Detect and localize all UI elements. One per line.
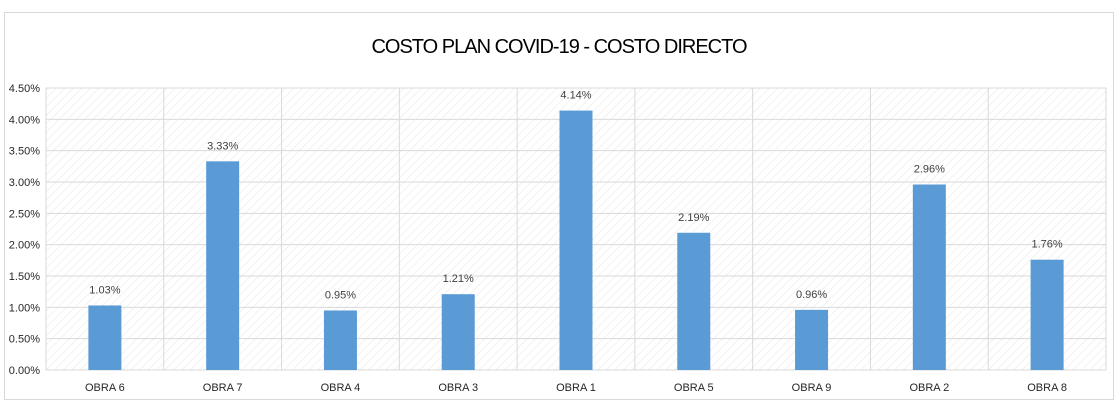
data-label: 1.76% [1032,239,1063,251]
data-labels: 1.03% 3.33% 0.95% 1.21% 4.14% 2.19% 0.96% 2.96%… [89,90,1063,302]
data-label: 2.96% [914,164,945,176]
bar-obra-9 [795,309,829,370]
x-tick-label: OBRA 7 [203,382,243,394]
data-label: 0.96% [796,289,827,301]
data-label: 1.21% [443,273,474,285]
bar-obra-5 [677,232,711,370]
bar-obra-8 [1030,259,1064,370]
y-tick-label: 0.50% [9,334,40,346]
y-tick-label: 3.00% [9,177,40,189]
y-tick-label: 0.00% [9,365,40,377]
y-tick-label: 4.50% [9,83,40,95]
bar-obra-7 [206,161,240,370]
y-tick-label: 1.50% [9,271,40,283]
data-label: 4.14% [560,90,591,102]
x-tick-label: OBRA 8 [1027,382,1067,394]
y-tick-label: 3.50% [9,146,40,158]
y-tick-label: 2.50% [9,208,40,220]
x-tick-label: OBRA 4 [321,382,361,394]
x-tick-label: OBRA 5 [674,382,714,394]
data-label: 2.19% [678,212,709,224]
bar-obra-2 [912,184,946,370]
data-label: 1.03% [89,284,120,296]
y-tick-label: 2.00% [9,240,40,252]
x-tick-label: OBRA 3 [438,382,478,394]
x-tick-label: OBRA 2 [909,382,949,394]
y-axis: 0.00% 0.50% 1.00% 1.50% 2.00% 2.50% 3.00% 3.50%… [9,83,40,377]
data-label: 0.95% [325,289,356,301]
x-tick-label: OBRA 9 [792,382,832,394]
x-tick-label: OBRA 1 [556,382,596,394]
x-tick-label: OBRA 6 [85,382,125,394]
bar-obra-3 [441,294,475,370]
bar-obra-6 [88,305,122,370]
data-label: 3.33% [207,140,238,152]
y-tick-label: 1.00% [9,302,40,314]
bar-obra-1 [559,110,593,370]
bar-obra-4 [323,310,357,370]
y-tick-label: 4.00% [9,114,40,126]
bars [88,110,1064,370]
chart-title: COSTO PLAN COVID-19 - COSTO DIRECTO [371,36,747,58]
x-axis: OBRA 6 OBRA 7 OBRA 4 OBRA 3 OBRA 1 OBRA 5 OBRA… [85,382,1067,394]
